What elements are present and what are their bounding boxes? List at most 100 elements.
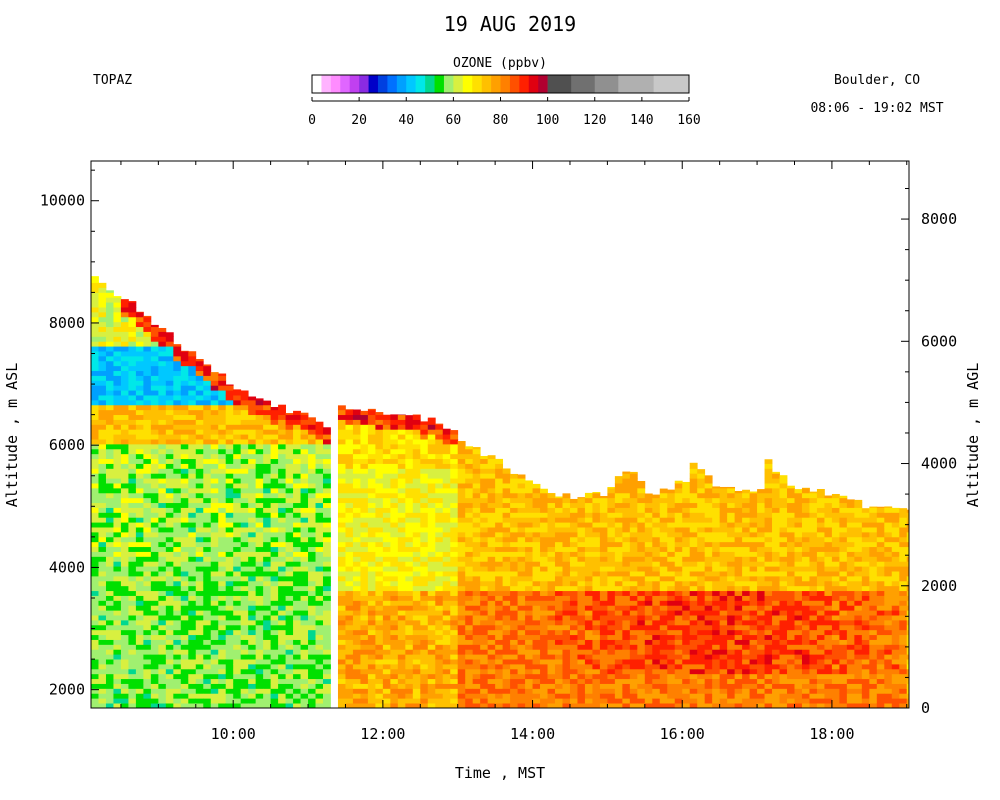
heatmap-cell bbox=[240, 507, 249, 513]
heatmap-cell bbox=[480, 688, 489, 694]
heatmap-cell bbox=[427, 497, 436, 504]
heatmap-cell bbox=[599, 600, 608, 606]
heatmap-cell bbox=[569, 605, 578, 611]
heatmap-cell bbox=[480, 673, 489, 680]
heatmap-cell bbox=[704, 497, 713, 504]
heatmap-cell bbox=[173, 370, 182, 376]
heatmap-cell bbox=[697, 541, 706, 548]
heatmap-cell bbox=[278, 644, 286, 650]
heatmap-cell bbox=[195, 487, 204, 494]
heatmap-cell bbox=[584, 698, 593, 704]
heatmap-cell bbox=[427, 424, 436, 430]
heatmap-cell bbox=[240, 615, 249, 621]
heatmap-cell bbox=[180, 668, 189, 675]
heatmap-cell bbox=[210, 468, 219, 474]
heatmap-cell bbox=[584, 678, 593, 684]
heatmap-cell bbox=[629, 522, 638, 528]
heatmap-cell bbox=[614, 580, 623, 587]
heatmap-cell bbox=[420, 439, 429, 445]
heatmap-cell bbox=[510, 693, 518, 699]
heatmap-cell bbox=[487, 497, 496, 504]
heatmap-cell bbox=[472, 663, 481, 670]
heatmap-cell bbox=[390, 605, 399, 611]
heatmap-cell bbox=[233, 605, 242, 611]
heatmap-cell bbox=[225, 468, 234, 474]
heatmap-cell bbox=[113, 311, 122, 318]
heatmap-cell bbox=[188, 575, 197, 582]
heatmap-cell bbox=[195, 600, 204, 606]
heatmap-cell bbox=[98, 512, 107, 518]
heatmap-cell bbox=[555, 659, 563, 665]
heatmap-cell bbox=[457, 546, 466, 552]
heatmap-cell bbox=[352, 512, 361, 518]
heatmap-cell bbox=[382, 536, 391, 543]
heatmap-cell bbox=[188, 541, 197, 548]
heatmap-cell bbox=[180, 375, 189, 381]
heatmap-cell bbox=[248, 556, 257, 562]
heatmap-cell bbox=[195, 483, 204, 489]
heatmap-cell bbox=[525, 536, 533, 543]
heatmap-cell bbox=[525, 668, 533, 675]
heatmap-cell bbox=[113, 517, 122, 523]
heatmap-cell bbox=[510, 483, 518, 489]
heatmap-cell bbox=[113, 443, 122, 450]
heatmap-cell bbox=[180, 414, 189, 420]
heatmap-cell bbox=[337, 615, 346, 621]
heatmap-cell bbox=[188, 360, 197, 367]
heatmap-cell bbox=[255, 610, 264, 616]
heatmap-cell bbox=[435, 649, 444, 655]
heatmap-cell bbox=[240, 703, 249, 709]
heatmap-cell bbox=[128, 448, 137, 455]
heatmap-cell bbox=[704, 610, 713, 616]
heatmap-cell bbox=[465, 673, 474, 680]
heatmap-cell bbox=[91, 395, 99, 401]
heatmap-cell bbox=[173, 443, 182, 450]
heatmap-cell bbox=[113, 673, 122, 680]
heatmap-cell bbox=[308, 487, 316, 494]
heatmap-cell bbox=[91, 390, 99, 396]
heatmap-cell bbox=[420, 434, 429, 440]
heatmap-cell bbox=[285, 473, 294, 479]
heatmap-cell bbox=[270, 429, 279, 435]
heatmap-cell bbox=[412, 443, 421, 450]
heatmap-cell bbox=[614, 531, 623, 538]
heatmap-cell bbox=[173, 693, 182, 699]
heatmap-cell bbox=[644, 629, 653, 636]
heatmap-cell bbox=[203, 507, 212, 513]
heatmap-cell bbox=[555, 639, 563, 645]
heatmap-cell bbox=[659, 693, 668, 699]
heatmap-cell bbox=[487, 600, 496, 606]
heatmap-cell bbox=[472, 453, 481, 460]
heatmap-cell bbox=[210, 610, 219, 616]
heatmap-cell bbox=[113, 487, 122, 494]
heatmap-cell bbox=[450, 546, 459, 552]
heatmap-cell bbox=[704, 487, 713, 494]
heatmap-cell bbox=[337, 585, 346, 592]
heatmap-cell bbox=[165, 390, 174, 396]
heatmap-cell bbox=[293, 683, 301, 689]
heatmap-cell bbox=[532, 703, 541, 709]
heatmap-cell bbox=[173, 492, 182, 499]
heatmap-cell bbox=[629, 527, 638, 533]
heatmap-cell bbox=[98, 571, 107, 577]
heatmap-cell bbox=[390, 703, 399, 709]
heatmap-cell bbox=[644, 649, 653, 655]
heatmap-cell bbox=[405, 473, 414, 479]
heatmap-cell bbox=[644, 507, 653, 513]
heatmap-cell bbox=[120, 605, 129, 611]
heatmap-cell bbox=[203, 497, 212, 504]
heatmap-cell bbox=[278, 575, 286, 582]
heatmap-cell bbox=[427, 610, 436, 616]
heatmap-cell bbox=[165, 473, 174, 479]
heatmap-cells bbox=[91, 276, 910, 709]
heatmap-cell bbox=[263, 468, 272, 474]
heatmap-cell bbox=[113, 463, 122, 469]
heatmap-cell bbox=[323, 683, 331, 689]
heatmap-cell bbox=[547, 585, 556, 592]
heatmap-cell bbox=[315, 698, 324, 704]
heatmap-cell bbox=[210, 546, 219, 552]
heatmap-cell bbox=[143, 492, 152, 499]
heatmap-cell bbox=[150, 331, 159, 337]
heatmap-cell bbox=[173, 634, 182, 640]
heatmap-cell bbox=[113, 321, 122, 328]
